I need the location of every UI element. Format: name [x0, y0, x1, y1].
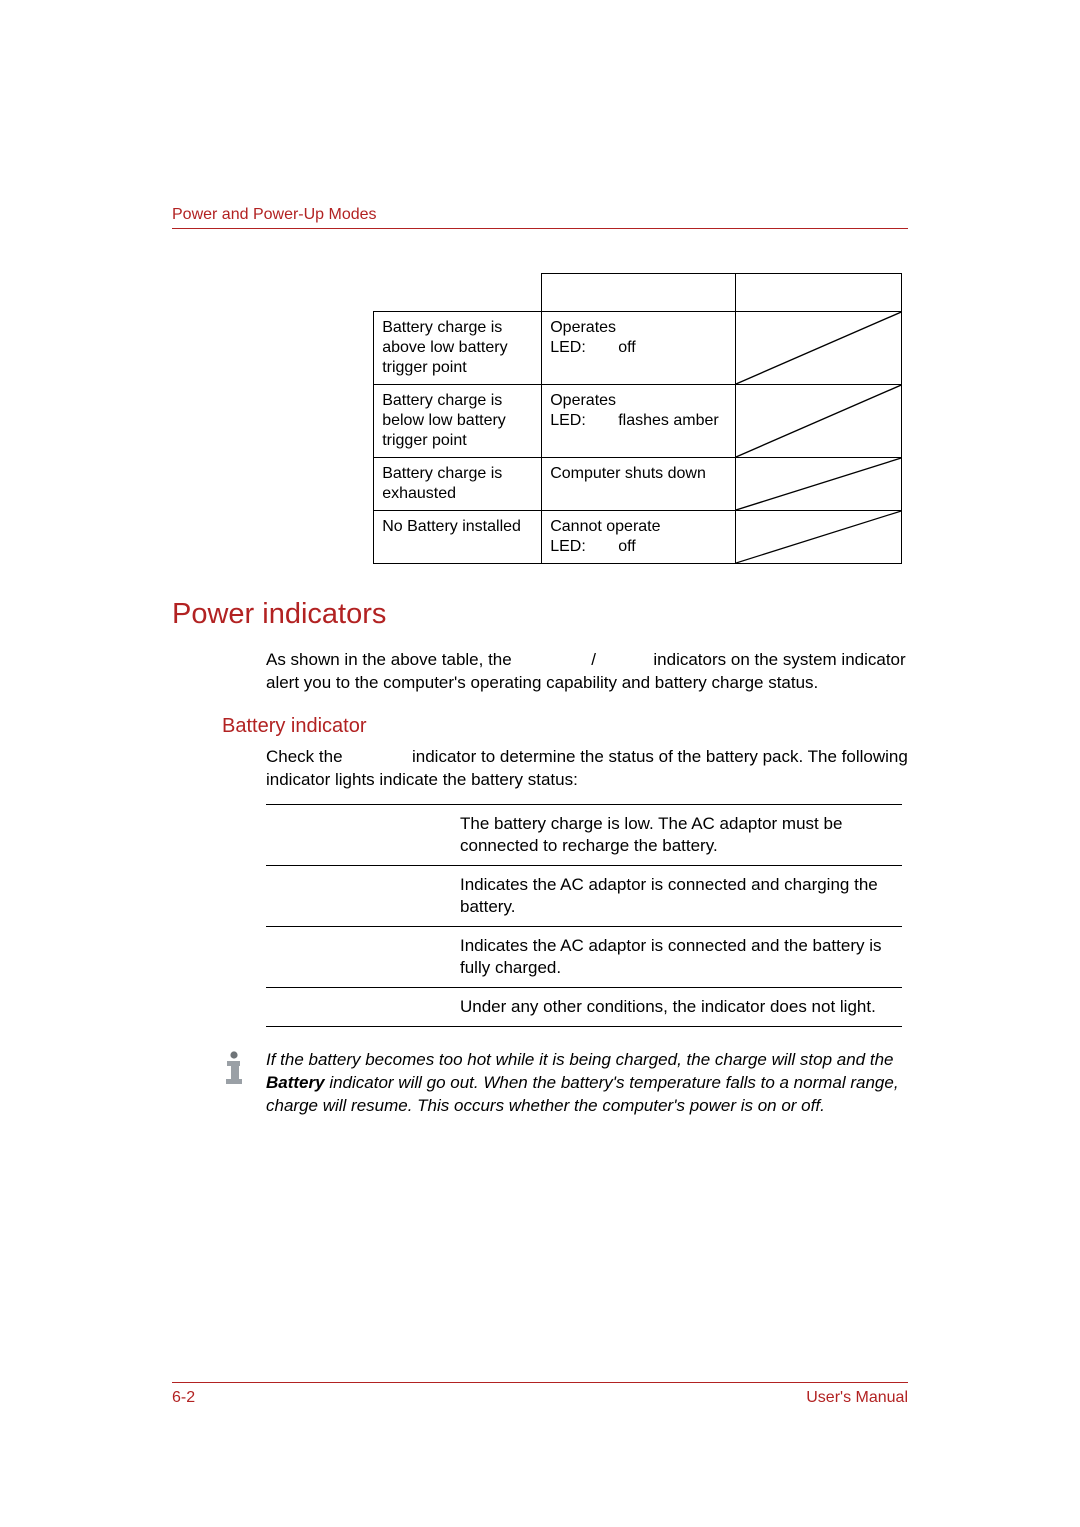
- t1-r2-led-val: flashes amber: [618, 411, 719, 431]
- t1-r4-led-val: off: [618, 537, 636, 557]
- t1-r1-c2: Operates LED: off: [542, 312, 736, 385]
- t2-r4-label: [266, 988, 454, 1027]
- t1-r4-led-label: LED:: [550, 537, 618, 557]
- para2-b: indicator to determine the status of the…: [266, 747, 908, 789]
- para1-a: As shown in the above table, the: [266, 650, 516, 669]
- note-paragraph: If the battery becomes too hot while it …: [266, 1049, 908, 1118]
- t1-row-left: [266, 385, 374, 458]
- section-intro-paragraph: As shown in the above table, the / indic…: [266, 649, 908, 695]
- para2-a: Check the: [266, 747, 347, 766]
- section-title: Power indicators: [172, 598, 908, 631]
- t2-r2-label: [266, 865, 454, 926]
- t1-row-left: [266, 458, 374, 511]
- t2-r1-desc: The battery charge is low. The AC adapto…: [454, 804, 902, 865]
- t1-r1-led-label: LED:: [550, 338, 618, 358]
- note-bold: Battery: [266, 1073, 325, 1092]
- note-b: indicator will go out. When the battery'…: [266, 1073, 899, 1115]
- t1-r2-c1: Battery charge is below low battery trig…: [374, 385, 542, 458]
- info-icon: [216, 1049, 252, 1085]
- t1-row-left: [266, 511, 374, 564]
- t1-r1-op: Operates: [550, 318, 727, 338]
- note-a: If the battery becomes too hot while it …: [266, 1050, 893, 1069]
- t1-r2-op: Operates: [550, 391, 727, 411]
- t1-r1-led-val: off: [618, 338, 636, 358]
- t1-empty-corner: [266, 274, 374, 312]
- t1-r3-c2: Computer shuts down: [542, 458, 736, 511]
- t1-hdr-col2: [542, 274, 736, 312]
- page-footer: 6-2 User's Manual: [172, 1382, 908, 1407]
- diag-line-icon: [736, 312, 901, 384]
- t2-r2-desc: Indicates the AC adaptor is connected an…: [454, 865, 902, 926]
- footer-manual-label: User's Manual: [806, 1389, 908, 1407]
- t1-hdr-col3: [735, 274, 901, 312]
- t2-r3-desc: Indicates the AC adaptor is connected an…: [454, 927, 902, 988]
- t1-r4-op: Cannot operate: [550, 517, 727, 537]
- diag-line-icon: [736, 385, 901, 457]
- t1-hdr-col1: [374, 274, 542, 312]
- t2-r4-desc: Under any other conditions, the indicato…: [454, 988, 902, 1027]
- t1-r4-c2: Cannot operate LED: off: [542, 511, 736, 564]
- t1-r3-c1: Battery charge is exhausted: [374, 458, 542, 511]
- t1-r2-c3: [735, 385, 901, 458]
- para1-slash: /: [591, 650, 596, 669]
- t1-r3-c3: [735, 458, 901, 511]
- t2-r1-label: [266, 804, 454, 865]
- indicator-table: The battery charge is low. The AC adapto…: [266, 804, 902, 1028]
- t1-r1-c1: Battery charge is above low battery trig…: [374, 312, 542, 385]
- chapter-header: Power and Power-Up Modes: [172, 206, 908, 229]
- t1-r3-op: Computer shuts down: [550, 464, 727, 484]
- t1-r2-c2: Operates LED: flashes amber: [542, 385, 736, 458]
- t1-r4-c3: [735, 511, 901, 564]
- subsection-title: Battery indicator: [222, 715, 908, 738]
- sub-intro-paragraph: Check the indicator to determine the sta…: [266, 746, 908, 792]
- t2-r3-label: [266, 927, 454, 988]
- t1-row-left: [266, 312, 374, 385]
- t1-r2-led-label: LED:: [550, 411, 618, 431]
- power-state-table: Battery charge is above low battery trig…: [266, 273, 902, 564]
- diag-line-icon: [736, 511, 901, 563]
- t1-r1-c3: [735, 312, 901, 385]
- footer-page-number: 6-2: [172, 1389, 195, 1407]
- t1-r4-c1: No Battery installed: [374, 511, 542, 564]
- diag-line-icon: [736, 458, 901, 510]
